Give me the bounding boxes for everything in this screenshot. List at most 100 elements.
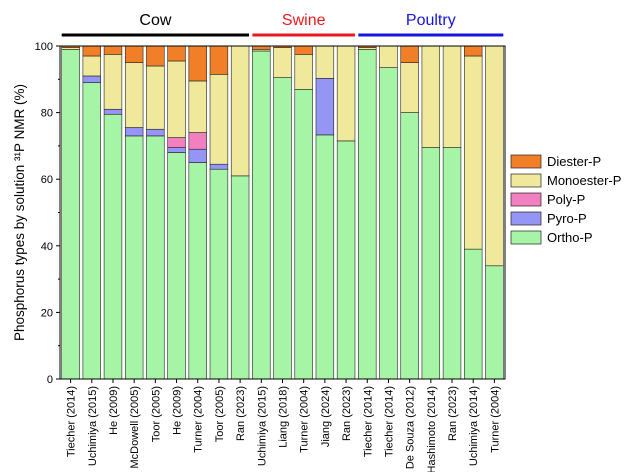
bar-segment-ortho-p [464,248,483,380]
bar-segment-ortho-p [82,82,101,380]
bar-segment-monoester-p [336,45,356,142]
y-tick-label: 40 [41,241,53,253]
bar-segment-monoester-p [146,65,165,130]
bar-segment-ortho-p [167,152,186,380]
x-tick-label: He (2009) [172,386,184,435]
bar-segment-monoester-p [82,55,101,77]
legend-label: Ortho-P [547,230,593,245]
legend-swatch [510,230,542,245]
x-tick-label: Uchimiya (2014) [468,386,480,466]
bar-segment-diester-p [103,45,123,55]
group-label-swine: Swine [282,12,326,29]
bar-segment-diester-p [464,45,483,57]
bar-segment-monoester-p [273,47,292,78]
bar-segment-ortho-p [336,140,356,380]
x-tick-label: Tiecher (2014) [66,386,78,457]
group-label-cow: Cow [139,12,171,29]
bar-segment-monoester-p [294,54,313,90]
bar-segment-monoester-p [209,74,229,165]
bars [61,45,504,380]
bar-segment-ortho-p [252,50,271,380]
bar-segment-ortho-p [315,134,335,380]
bar-segment-diester-p [146,45,165,67]
bar-segment-diester-p [400,45,419,63]
bar-segment-monoester-p [230,45,250,177]
x-tick-label: Turner (2004) [489,386,501,453]
x-tick-label: Liang (2018) [278,386,290,448]
x-tick-label: Ran (2023) [235,386,247,441]
y-tick-label: 80 [41,108,53,120]
x-tick-label: Uchimiya (2015) [87,386,99,466]
bar-segment-pyro-p [103,108,123,115]
y-axis-label: Phosphorus types by solution ³¹P NMR (%) [12,84,27,341]
bar-segment-ortho-p [209,168,229,380]
legend-label: Pyro-P [547,211,587,226]
bar-segment-ortho-p [485,265,504,380]
legend: Diester-P Monoester-P Poly-P Pyro-P Ortho-P [510,154,621,245]
group-label-poultry: Poultry [406,12,456,29]
x-tick-label: Turner (2004) [193,386,205,453]
bar-segment-monoester-p [464,55,483,250]
legend-swatch [510,173,542,188]
bar-segment-poly-p [167,137,186,148]
bar-segment-pyro-p [124,127,144,137]
bar-segment-ortho-p [188,162,207,380]
bar-segment-monoester-p [400,62,419,113]
bar-segment-diester-p [188,45,207,82]
bar-segment-ortho-p [230,175,250,380]
legend-label: Monoester-P [547,173,621,188]
group-headers: Cow Swine Poultry [61,12,504,37]
y-ticks: 0 20 40 60 80 100 [35,41,60,386]
bar-segment-pyro-p [167,147,186,153]
bar-segment-pyro-p [315,78,335,136]
bar-segment-ortho-p [400,112,419,380]
bar-segment-diester-p [167,45,186,62]
x-tick-label: He (2009) [108,386,120,435]
legend-label: Diester-P [547,154,601,169]
bar-segment-pyro-p [146,128,165,137]
legend-swatch [510,192,542,207]
bar-segment-ortho-p [61,49,80,380]
bar-segment-ortho-p [273,77,292,380]
x-tick-label: Ran (2023) [341,386,353,441]
bar-segment-diester-p [82,45,101,57]
x-tick-label: Tiecher (2014) [384,386,396,457]
bar-segment-pyro-p [82,75,101,83]
x-tick-label: Hashimoto (2014) [426,386,438,472]
bar-segment-monoester-p [315,45,335,79]
bar-segment-ortho-p [124,135,144,380]
bar-segment-monoester-p [167,60,186,138]
legend-label: Poly-P [547,192,585,207]
bar-segment-diester-p [209,45,229,75]
x-tick-label: Tiecher (2014) [362,386,374,457]
y-tick-label: 60 [41,174,53,186]
bar-segment-monoester-p [379,45,398,68]
bar-segment-ortho-p [442,147,462,380]
x-tick-label: Toor (2005) [150,386,162,442]
y-tick-label: 20 [41,307,53,319]
bar-segment-diester-p [124,45,144,63]
x-tick-label: Ran (2023) [447,386,459,441]
x-tick-label: McDowell (2005) [129,386,141,469]
x-tick-label: Uchimiya (2015) [256,386,268,466]
bar-segment-ortho-p [103,113,123,380]
x-ticks: Tiecher (2014) Uchimiya (2015) He (2009) Mc… [66,379,501,472]
x-tick-label: Toor (2005) [214,386,226,442]
legend-swatch [510,211,542,226]
bar-segment-ortho-p [421,147,441,380]
x-tick-label: De Souza (2012) [405,386,417,469]
x-tick-label: Jiang (2024) [320,386,332,447]
bar-segment-monoester-p [188,80,207,133]
bar-segment-ortho-p [379,67,398,380]
bar-segment-monoester-p [442,45,462,148]
bar-segment-poly-p [188,132,207,150]
y-tick-label: 100 [35,41,53,53]
bar-segment-monoester-p [124,62,144,128]
x-tick-label: Turner (2004) [299,386,311,453]
y-tick-label: 0 [47,374,53,386]
bar-segment-diester-p [294,45,313,55]
bar-segment-monoester-p [103,54,123,110]
bar-segment-pyro-p [209,163,229,170]
legend-swatch [510,154,542,169]
